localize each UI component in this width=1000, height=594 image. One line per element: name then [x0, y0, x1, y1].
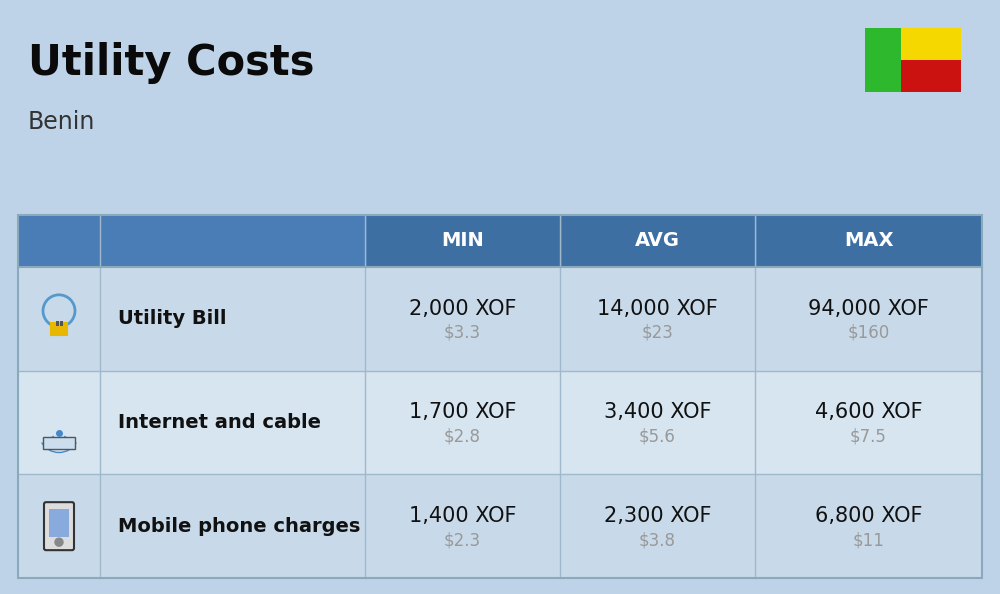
Bar: [51, 323, 67, 335]
Text: MAX: MAX: [844, 232, 893, 251]
Bar: [367, 215, 560, 267]
Bar: [43, 437, 75, 448]
Text: 2,300 XOF: 2,300 XOF: [604, 506, 711, 526]
Text: $3.3: $3.3: [444, 324, 481, 342]
Text: $2.3: $2.3: [444, 531, 481, 549]
Bar: [901, 28, 961, 60]
Bar: [18, 475, 982, 578]
Bar: [901, 60, 961, 92]
Text: $2.8: $2.8: [444, 428, 481, 446]
Bar: [757, 215, 982, 267]
Bar: [49, 509, 69, 537]
Text: Utility Costs: Utility Costs: [28, 42, 314, 84]
Circle shape: [55, 538, 63, 546]
Text: 94,000 XOF: 94,000 XOF: [808, 299, 929, 319]
Text: 4,600 XOF: 4,600 XOF: [815, 403, 922, 422]
Text: $160: $160: [847, 324, 890, 342]
Text: $5.6: $5.6: [639, 428, 676, 446]
Bar: [60, 321, 63, 326]
Text: Utility Bill: Utility Bill: [118, 309, 226, 328]
Bar: [18, 371, 982, 475]
Bar: [865, 28, 901, 92]
FancyBboxPatch shape: [44, 502, 74, 550]
Text: MIN: MIN: [441, 232, 484, 251]
Text: 1,700 XOF: 1,700 XOF: [409, 403, 516, 422]
Bar: [562, 215, 755, 267]
Text: $7.5: $7.5: [850, 428, 887, 446]
Text: 14,000 XOF: 14,000 XOF: [597, 299, 718, 319]
Text: $11: $11: [853, 531, 884, 549]
Text: 6,800 XOF: 6,800 XOF: [815, 506, 922, 526]
Text: AVG: AVG: [635, 232, 680, 251]
Text: Mobile phone charges: Mobile phone charges: [118, 517, 360, 536]
Text: 2,000 XOF: 2,000 XOF: [409, 299, 516, 319]
Bar: [56, 321, 59, 326]
Bar: [18, 215, 982, 267]
Text: $3.8: $3.8: [639, 531, 676, 549]
Bar: [18, 267, 982, 371]
Text: Benin: Benin: [28, 110, 95, 134]
Bar: [18, 215, 982, 578]
Text: 3,400 XOF: 3,400 XOF: [604, 403, 711, 422]
Text: 1,400 XOF: 1,400 XOF: [409, 506, 516, 526]
Text: Internet and cable: Internet and cable: [118, 413, 321, 432]
Text: $23: $23: [642, 324, 673, 342]
